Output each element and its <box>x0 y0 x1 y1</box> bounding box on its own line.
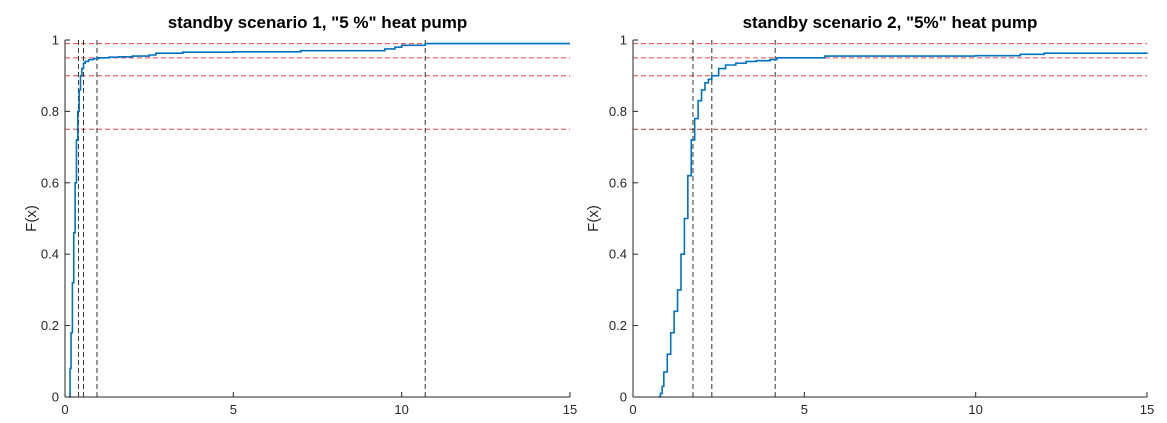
x-tick-label-right-2: 10 <box>968 402 982 417</box>
y-axis-label-right: F(x) <box>585 205 602 232</box>
axes-left: 0 5 10 15 0 0.2 0.4 0.6 0.8 1 <box>41 33 577 418</box>
y-tick-label-right-1: 0.2 <box>609 318 627 333</box>
plot-area-left <box>65 40 570 397</box>
cdf-series-right <box>658 52 1148 398</box>
cdf-line-right-0 <box>658 52 1148 398</box>
y-tick-label-right-4: 0.8 <box>609 104 627 119</box>
chart-title-left: standby scenario 1, "5 %" heat pump <box>168 13 468 32</box>
y-tick-label-left-1: 0.2 <box>41 318 59 333</box>
y-tick-label-left-3: 0.6 <box>41 175 59 190</box>
y-tick-label-left-4: 0.8 <box>41 104 59 119</box>
y-tick-label-left-2: 0.4 <box>41 247 59 262</box>
x-tick-label-right-3: 15 <box>1140 402 1154 417</box>
y-tick-label-right-5: 1 <box>620 33 627 48</box>
x-tick-label-right-0: 0 <box>629 402 636 417</box>
y-tick-label-left-0: 0 <box>52 390 59 405</box>
y-tick-label-right-3: 0.6 <box>609 175 627 190</box>
chart-panel-left: standby scenario 1, "5 %" heat pump F(x)… <box>23 13 577 417</box>
chart-title-right: standby scenario 2, "5%" heat pump <box>743 13 1038 32</box>
x-tick-label-left-0: 0 <box>61 402 68 417</box>
y-axis-label-left: F(x) <box>23 205 40 232</box>
axes-right: 0 5 10 15 0 0.2 0.4 0.6 0.8 1 <box>609 33 1154 418</box>
x-tick-label-left-1: 5 <box>230 402 237 417</box>
x-tick-label-left-3: 15 <box>563 402 577 417</box>
plot-area-right <box>633 40 1147 397</box>
y-tick-label-left-5: 1 <box>52 33 59 48</box>
threshold-lines-right <box>633 43 1147 130</box>
y-tick-label-right-2: 0.4 <box>609 247 627 262</box>
chart-panel-right: standby scenario 2, "5%" heat pump F(x) … <box>585 13 1154 417</box>
x-tick-label-right-1: 5 <box>801 402 808 417</box>
y-tick-label-right-0: 0 <box>620 390 627 405</box>
x-tick-label-left-2: 10 <box>394 402 408 417</box>
cdf-line-left-0 <box>69 42 570 398</box>
quantile-lines-right <box>692 40 776 397</box>
cdf-series-left <box>69 42 570 398</box>
